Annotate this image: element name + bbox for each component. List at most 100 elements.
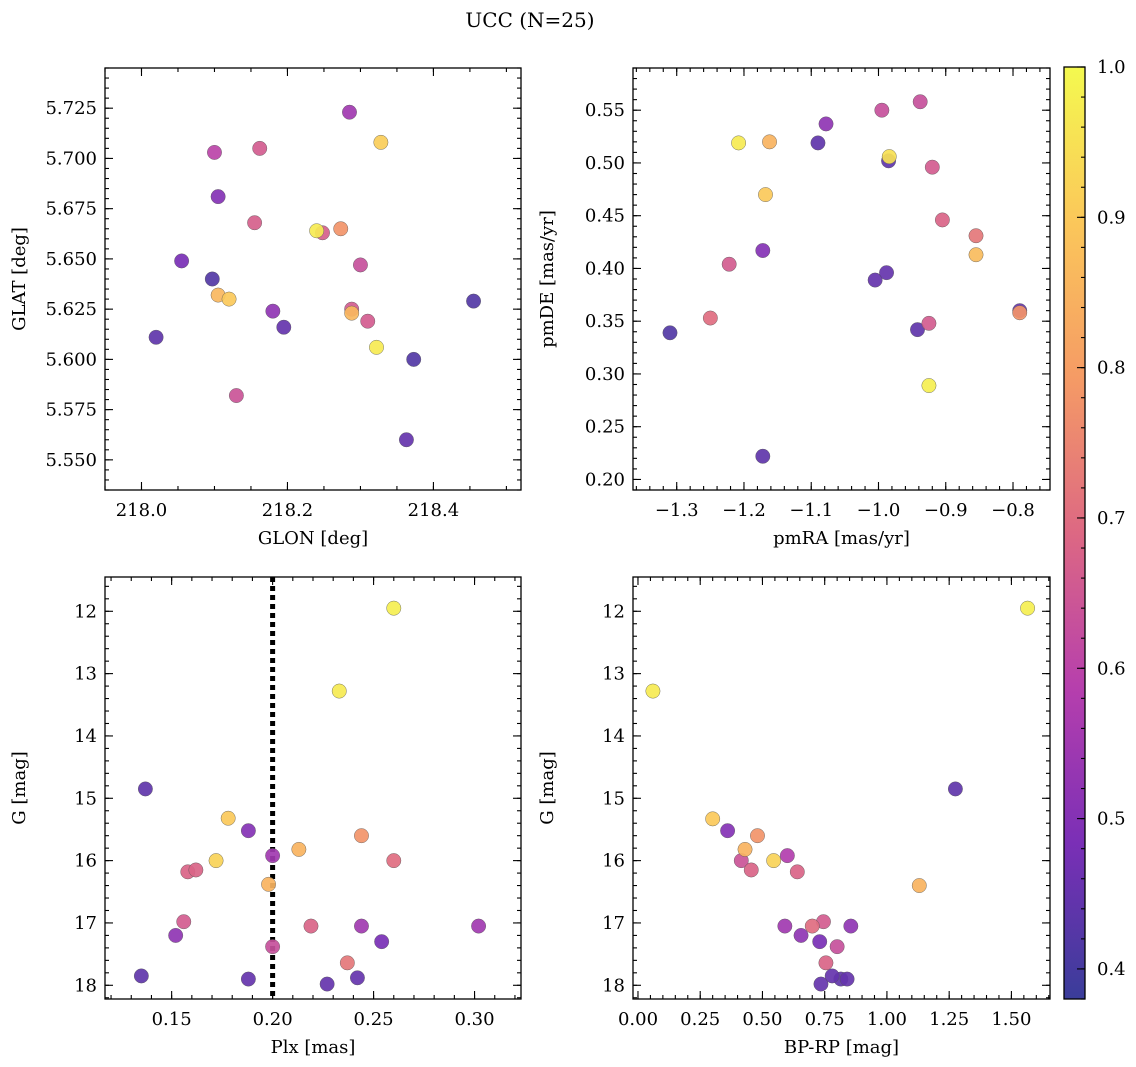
data-point xyxy=(354,828,369,844)
colorbar-tick-label: 0.5 xyxy=(1097,809,1126,830)
data-point xyxy=(240,971,256,987)
data-point xyxy=(471,918,486,934)
y-tick-label: 12 xyxy=(74,601,97,622)
x-tick-label: 0.20 xyxy=(253,1009,293,1030)
data-point xyxy=(934,212,950,228)
x-tick-label: 1.00 xyxy=(867,1009,907,1030)
data-point xyxy=(354,918,369,934)
data-point xyxy=(309,223,325,239)
y-tick-label: 13 xyxy=(74,664,97,685)
data-point xyxy=(829,939,845,955)
x-tick-label: 0.00 xyxy=(618,1009,658,1030)
y-tick-label: 15 xyxy=(602,788,625,809)
y-tick-label: 0.50 xyxy=(585,153,625,174)
y-tick-label: 5.700 xyxy=(45,148,97,169)
y-tick-label: 14 xyxy=(602,726,625,747)
data-point xyxy=(758,187,773,203)
x-tick-label: 218.2 xyxy=(262,500,314,521)
data-point xyxy=(743,862,759,878)
data-point xyxy=(137,781,153,797)
panels: 218.0 218.2 218.4 5.550 5.575 5.600 5.625 5.650… xyxy=(9,67,1051,1058)
panel-4: 0.00 0.25 0.50 0.75 1.00 1.25 1.50 12 13 14 15 16 17… xyxy=(537,576,1051,1058)
data-point xyxy=(373,134,389,150)
y-tick-label: 17 xyxy=(602,913,625,934)
data-point xyxy=(331,683,347,699)
y-axis-label: GLAT [deg] xyxy=(9,227,30,331)
y-tick-label: 13 xyxy=(602,664,625,685)
panel-2: −1.3 −1.2 −1.1 −1.0 −0.9 −0.8 0.20 0.25 0.30 0.35… xyxy=(537,67,1051,549)
y-tick-label: 0.30 xyxy=(585,364,625,385)
data-point xyxy=(148,329,164,345)
x-axis-label: Plx [mas] xyxy=(271,1037,356,1058)
data-point xyxy=(342,104,357,120)
y-tick-label: 0.25 xyxy=(585,417,625,438)
data-point xyxy=(910,322,925,338)
colorbar-tick-label: 0.4 xyxy=(1097,959,1126,980)
y-tick-label: 0.45 xyxy=(585,206,625,227)
data-point xyxy=(762,134,777,150)
axes-frame xyxy=(104,576,522,1000)
data-point xyxy=(176,914,192,930)
x-tick-label: 0.25 xyxy=(680,1009,720,1030)
data-point xyxy=(737,841,753,857)
data-point xyxy=(947,781,963,797)
x-tick-label: 1.25 xyxy=(929,1009,969,1030)
data-point xyxy=(374,934,390,950)
y-tick-label: 5.675 xyxy=(45,199,97,220)
axes-frame xyxy=(632,576,1051,1000)
colorbar-gradient xyxy=(1063,66,1086,1000)
data-point xyxy=(240,823,256,839)
y-tick-label: 17 xyxy=(74,913,97,934)
data-point xyxy=(924,159,940,175)
figure-title: UCC (N=25) xyxy=(465,8,594,32)
data-point xyxy=(818,116,834,132)
x-tick-label: −1.1 xyxy=(789,500,833,521)
y-tick-label: 5.600 xyxy=(45,349,97,370)
data-point xyxy=(247,215,263,231)
axes-frame xyxy=(104,67,522,491)
data-point xyxy=(188,862,204,878)
x-tick-label: −1.0 xyxy=(857,500,901,521)
data-point xyxy=(731,135,746,151)
data-point xyxy=(843,918,859,934)
data-point xyxy=(912,94,928,110)
data-point xyxy=(466,293,481,309)
data-point xyxy=(252,140,268,156)
panel-3: 0.15 0.20 0.25 0.30 12 13 14 15 16 17 18 Plx [mas] G… xyxy=(9,576,522,1058)
y-tick-label: 14 xyxy=(74,726,97,747)
data-point xyxy=(207,144,222,160)
colorbar-tick-label: 0.7 xyxy=(1097,508,1126,529)
data-point xyxy=(360,313,376,329)
x-axis-label: pmRA [mas/yr] xyxy=(773,528,910,549)
x-axis-label: GLON [deg] xyxy=(258,528,368,549)
data-point xyxy=(265,939,281,955)
y-axis-label: pmDE [mas/yr] xyxy=(537,210,558,348)
data-point xyxy=(755,448,771,464)
data-point xyxy=(265,848,281,864)
y-tick-label: 0.35 xyxy=(585,311,625,332)
x-tick-label: 1.50 xyxy=(991,1009,1031,1030)
data-point xyxy=(810,135,826,151)
x-tick-label: 0.25 xyxy=(354,1009,394,1030)
data-point xyxy=(276,319,292,335)
data-point xyxy=(168,928,184,943)
data-point xyxy=(303,918,319,934)
data-point xyxy=(766,853,782,869)
data-point xyxy=(386,600,402,616)
data-point xyxy=(750,828,765,844)
y-tick-label: 5.575 xyxy=(45,400,97,421)
data-point xyxy=(874,102,890,118)
data-point xyxy=(867,272,883,288)
data-point xyxy=(804,918,820,934)
data-point xyxy=(228,388,244,403)
y-tick-label: 0.40 xyxy=(585,258,625,279)
data-point xyxy=(204,271,220,287)
data-point xyxy=(793,928,809,943)
data-point xyxy=(881,149,897,165)
data-point xyxy=(220,810,236,826)
data-point xyxy=(319,976,335,992)
x-tick-label: 0.50 xyxy=(742,1009,782,1030)
y-tick-label: 5.650 xyxy=(45,249,97,270)
data-point xyxy=(789,864,805,880)
